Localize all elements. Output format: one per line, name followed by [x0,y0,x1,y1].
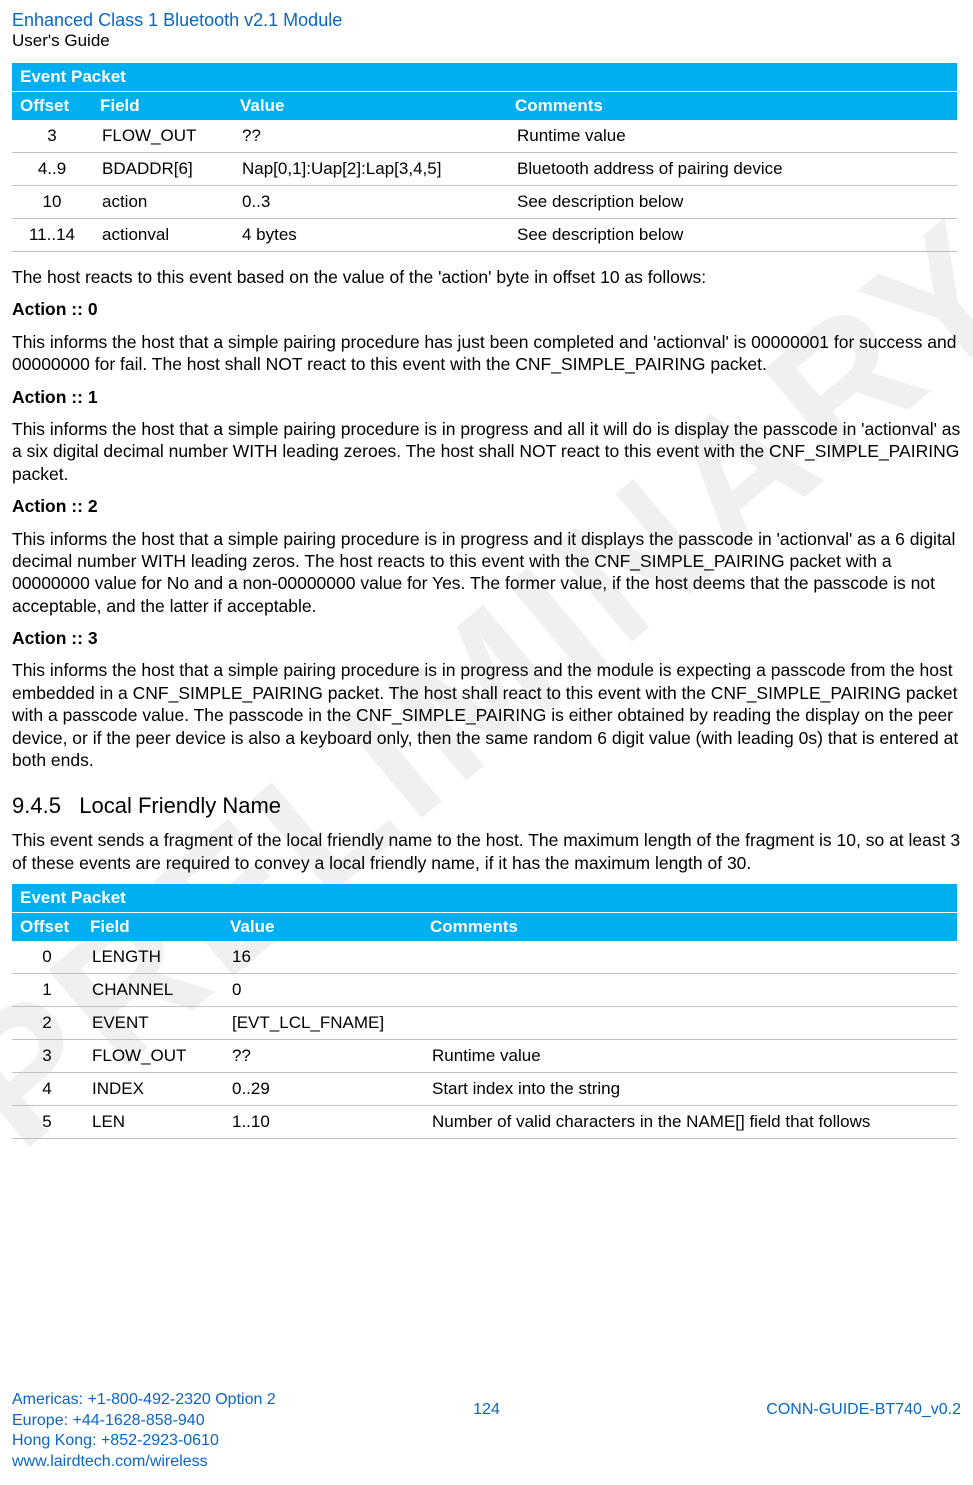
table-row: 3FLOW_OUT??Runtime value [12,1040,957,1073]
table-cell: FLOW_OUT [82,1040,222,1073]
table-cell [422,1007,957,1040]
table-cell: Nap[0,1]:Uap[2]:Lap[3,4,5] [232,153,507,186]
table-cell: See description below [507,219,957,252]
table-row: 4..9BDADDR[6]Nap[0,1]:Uap[2]:Lap[3,4,5]B… [12,153,957,186]
action-2-text: This informs the host that a simple pair… [12,528,961,618]
table-row: 11..14actionval4 bytesSee description be… [12,219,957,252]
table-cell: EVENT [82,1007,222,1040]
table-cell: actionval [92,219,232,252]
section-intro: This event sends a fragment of the local… [12,829,961,874]
table-cell: 3 [12,120,92,153]
table-cell: Start index into the string [422,1073,957,1106]
table-cell: 0..29 [222,1073,422,1106]
doc-title: Enhanced Class 1 Bluetooth v2.1 Module [12,10,961,31]
table-cell: Runtime value [422,1040,957,1073]
table-cell: CHANNEL [82,974,222,1007]
table2-col-comments: Comments [422,913,957,942]
table2-col-field: Field [82,913,222,942]
table-cell: BDADDR[6] [92,153,232,186]
table-cell: INDEX [82,1073,222,1106]
section-number: 9.4.5 [12,793,61,818]
table1-col-offset: Offset [12,92,92,121]
table-cell: 10 [12,186,92,219]
action-2-title: Action :: 2 [12,495,961,517]
table-row: 5LEN1..10Number of valid characters in t… [12,1106,957,1139]
table-cell: [EVT_LCL_FNAME] [222,1007,422,1040]
table-cell: 0..3 [232,186,507,219]
doc-subtitle: User's Guide [12,31,961,51]
table-cell: action [92,186,232,219]
action-1-title: Action :: 1 [12,386,961,408]
section-heading: 9.4.5 Local Friendly Name [12,793,961,819]
table-cell: ?? [232,120,507,153]
table-cell: ?? [222,1040,422,1073]
table-cell: 4..9 [12,153,92,186]
table-cell: 5 [12,1106,82,1139]
table-cell: 11..14 [12,219,92,252]
table-row: 1CHANNEL0 [12,974,957,1007]
table-cell [422,974,957,1007]
table-cell: See description below [507,186,957,219]
doc-id: CONN-GUIDE-BT740_v0.2 [766,1401,961,1419]
table1-title: Event Packet [12,63,957,92]
table1-col-value: Value [232,92,507,121]
table-cell: 3 [12,1040,82,1073]
action-0-text: This informs the host that a simple pair… [12,331,961,376]
table-cell: Bluetooth address of pairing device [507,153,957,186]
table-cell: 1 [12,974,82,1007]
table-cell: 0 [12,941,82,974]
table-cell: LENGTH [82,941,222,974]
table-cell: 16 [222,941,422,974]
footer-line: www.lairdtech.com/wireless [12,1452,961,1473]
table-cell [422,941,957,974]
table1-col-field: Field [92,92,232,121]
table2-col-value: Value [222,913,422,942]
table-cell: FLOW_OUT [92,120,232,153]
table-cell: Runtime value [507,120,957,153]
table-cell: LEN [82,1106,222,1139]
table-cell: 4 [12,1073,82,1106]
event-packet-table-1: Event Packet Offset Field Value Comments… [12,63,957,252]
table-cell: Number of valid characters in the NAME[]… [422,1106,957,1139]
table-row: 10action0..3See description below [12,186,957,219]
table1-col-comments: Comments [507,92,957,121]
table-row: 4INDEX0..29Start index into the string [12,1073,957,1106]
table-cell: 0 [222,974,422,1007]
action-3-text: This informs the host that a simple pair… [12,659,961,771]
table-cell: 2 [12,1007,82,1040]
table2-title: Event Packet [12,884,957,913]
action-0-title: Action :: 0 [12,298,961,320]
intro-paragraph: The host reacts to this event based on t… [12,266,961,288]
action-3-title: Action :: 3 [12,627,961,649]
event-packet-table-2: Event Packet Offset Field Value Comments… [12,884,957,1139]
page-footer: 124 CONN-GUIDE-BT740_v0.2 Americas: +1-8… [12,1390,961,1473]
table2-col-offset: Offset [12,913,82,942]
table-row: 2EVENT[EVT_LCL_FNAME] [12,1007,957,1040]
table-row: 0LENGTH16 [12,941,957,974]
page-number: 124 [473,1401,500,1419]
table-cell: 4 bytes [232,219,507,252]
table-cell: 1..10 [222,1106,422,1139]
section-title: Local Friendly Name [79,793,281,818]
table-row: 3FLOW_OUT??Runtime value [12,120,957,153]
footer-line: Hong Kong: +852-2923-0610 [12,1431,961,1452]
action-1-text: This informs the host that a simple pair… [12,418,961,485]
